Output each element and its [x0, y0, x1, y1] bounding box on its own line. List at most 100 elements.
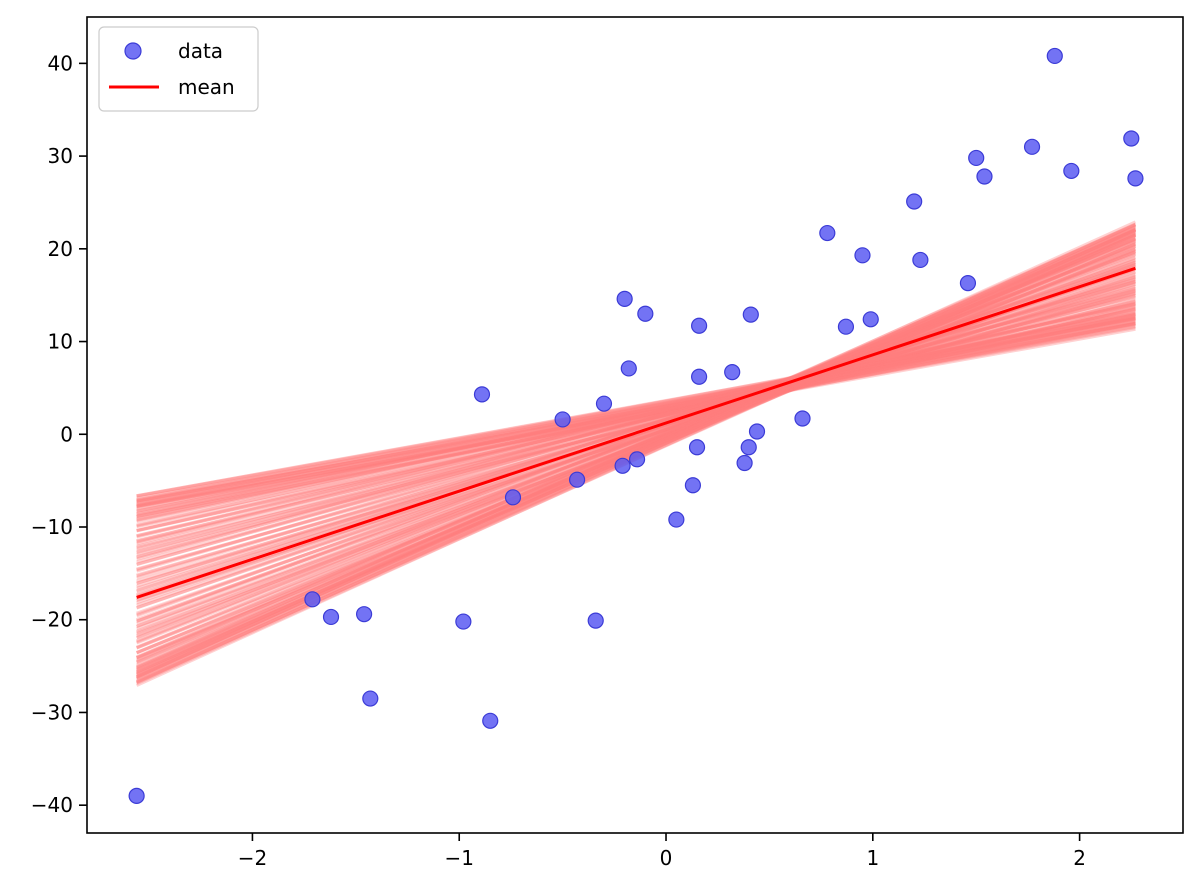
data-point — [455, 613, 472, 630]
posterior-sample-line — [136, 267, 1136, 610]
data-points — [128, 47, 1144, 805]
posterior-sample-line — [136, 315, 1136, 498]
data-point — [819, 224, 836, 242]
data-point — [959, 275, 977, 292]
data-point — [736, 454, 753, 472]
legend-mean-label: mean — [178, 75, 235, 99]
data-point — [304, 591, 321, 608]
data-point — [587, 612, 604, 629]
posterior-sample-line — [136, 252, 1137, 639]
posterior-sample-line — [136, 242, 1137, 660]
data-point — [691, 317, 708, 334]
data-point — [128, 787, 145, 805]
posterior-sample-line — [136, 302, 1136, 553]
posterior-sample-line — [136, 247, 1137, 634]
posterior-sample-line — [135, 220, 1137, 677]
data-point — [684, 477, 702, 494]
data-point — [976, 168, 993, 185]
data-point — [688, 439, 706, 456]
posterior-sample-line — [136, 280, 1136, 599]
data-point — [637, 305, 654, 322]
data-point — [968, 149, 985, 167]
y-tick-label: 20 — [48, 237, 73, 261]
data-point — [724, 364, 741, 381]
data-point — [740, 439, 757, 456]
plot-frame — [86, 16, 1184, 834]
posterior-sample-line — [136, 320, 1136, 503]
data-point — [620, 360, 637, 377]
data-point — [356, 606, 373, 623]
mean-line — [136, 266, 1136, 599]
data-point — [912, 251, 929, 269]
posterior-sample-line — [136, 294, 1136, 560]
posterior-sample-line — [135, 223, 1137, 673]
posterior-sample-line — [136, 258, 1136, 623]
posterior-sample-line — [136, 242, 1137, 655]
posterior-sample-line — [136, 282, 1136, 578]
data-point — [1127, 170, 1144, 187]
mean-line-layer — [136, 266, 1136, 599]
posterior-sample-line — [136, 316, 1136, 502]
posterior-sample-line — [136, 279, 1136, 567]
data-point — [837, 318, 855, 335]
posterior-sample-line — [136, 265, 1136, 593]
posterior-sample-line — [136, 322, 1136, 504]
posterior-sample-line — [136, 324, 1136, 508]
posterior-sample-line — [136, 327, 1136, 509]
posterior-sample-line — [136, 244, 1137, 645]
posterior-sample-line — [136, 299, 1136, 538]
data-point — [614, 457, 631, 474]
posterior-sample-line — [136, 232, 1137, 660]
posterior-sample-line — [136, 246, 1137, 625]
posterior-sample-line — [136, 316, 1136, 507]
data-point — [554, 411, 571, 428]
x-tick-label: −1 — [444, 846, 473, 870]
posterior-sample-line — [136, 319, 1136, 503]
posterior-sample-line — [136, 293, 1136, 551]
posterior-sample-line — [136, 307, 1136, 527]
posterior-sample-line — [136, 321, 1136, 518]
posterior-sample-line — [136, 277, 1136, 573]
data-point — [628, 451, 646, 468]
posterior-sample-line — [136, 275, 1136, 603]
posterior-sample-line — [136, 292, 1136, 543]
y-tick-label: 0 — [60, 422, 73, 446]
posterior-sample-line — [136, 300, 1136, 544]
posterior-sample-line — [136, 297, 1136, 548]
posterior-sample-line — [135, 228, 1137, 669]
posterior-sample-line — [135, 222, 1137, 670]
posterior-sample-line — [136, 284, 1136, 572]
posterior-sample-line — [135, 226, 1137, 663]
posterior-sample-line — [136, 253, 1136, 618]
posterior-sample-line — [136, 237, 1137, 665]
posterior-sample-line — [136, 318, 1136, 519]
posterior-sample-line — [136, 291, 1136, 564]
posterior-sample-line — [136, 289, 1136, 555]
posterior-sample-line — [136, 279, 1136, 590]
posterior-sample-line — [136, 314, 1136, 498]
posterior-sample-line — [136, 291, 1136, 571]
posterior-sample-line — [136, 309, 1136, 524]
posterior-sample-line — [136, 288, 1136, 546]
data-point — [362, 690, 379, 707]
posterior-sample-line — [136, 326, 1136, 508]
x-tick-label: 1 — [866, 846, 879, 870]
posterior-sample-line — [136, 251, 1137, 631]
legend: data mean — [98, 26, 259, 112]
posterior-sample-line — [136, 315, 1136, 521]
data-point — [748, 423, 766, 440]
posterior-sample-line — [136, 250, 1136, 623]
data-point — [862, 311, 879, 328]
data-point — [504, 489, 522, 506]
posterior-sample-line — [136, 243, 1137, 649]
data-point — [473, 386, 491, 403]
y-tick-label: 10 — [48, 330, 73, 354]
posterior-sample-line — [136, 272, 1136, 607]
posterior-sample-line — [136, 262, 1136, 597]
data-point — [1023, 138, 1041, 155]
posterior-sample-line — [136, 286, 1136, 566]
x-tick-label: 2 — [1073, 846, 1086, 870]
posterior-sample-line — [136, 311, 1136, 502]
posterior-sample-line — [136, 314, 1136, 529]
